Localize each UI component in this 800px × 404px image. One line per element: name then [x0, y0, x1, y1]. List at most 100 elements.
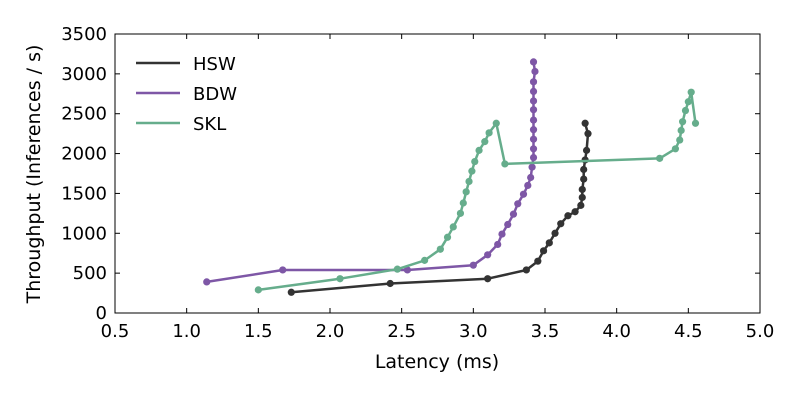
data-point-skl: [691, 119, 700, 127]
data-point-bdw: [529, 153, 538, 162]
x-tick-label: 4.5: [674, 321, 703, 342]
data-point-bdw: [509, 210, 518, 218]
data-point-skl: [684, 98, 692, 106]
data-point-skl: [676, 136, 684, 144]
data-point-bdw: [494, 240, 502, 249]
data-point-hsw: [564, 212, 572, 220]
y-tick-label: 1000: [61, 223, 107, 244]
data-point-skl: [481, 138, 489, 146]
data-point-bdw: [403, 266, 411, 274]
data-point-skl: [421, 256, 429, 264]
data-point-bdw: [519, 190, 528, 198]
data-point-bdw: [529, 116, 538, 124]
data-point-skl: [679, 118, 687, 126]
data-point-bdw: [529, 87, 538, 95]
data-point-hsw: [287, 288, 295, 296]
data-point-skl: [485, 129, 493, 137]
legend: HSW BDW SKL: [136, 54, 237, 135]
series-layer: [203, 58, 700, 296]
data-point-skl: [656, 154, 664, 162]
data-point-hsw: [484, 275, 492, 283]
data-point-skl: [471, 157, 479, 166]
plot-frame: [114, 33, 761, 314]
data-point-hsw: [578, 193, 586, 202]
x-tick-label: 3.5: [531, 321, 560, 342]
x-tick-label: 0.5: [101, 321, 130, 342]
data-point-skl: [443, 233, 452, 241]
x-tick-label: 5.0: [746, 321, 775, 342]
data-point-hsw: [581, 119, 589, 127]
data-point-hsw: [577, 201, 585, 209]
series-line-bdw: [206, 61, 537, 284]
data-point-bdw: [529, 126, 538, 134]
data-point-bdw: [527, 173, 535, 182]
series-skl: [254, 88, 700, 294]
data-point-hsw: [534, 257, 542, 265]
data-point-skl: [436, 245, 444, 253]
data-point-bdw: [529, 106, 538, 114]
x-tick-label: 2.0: [316, 321, 345, 342]
data-point-bdw: [529, 97, 538, 105]
data-point-hsw: [539, 247, 548, 255]
data-point-hsw: [584, 130, 592, 138]
data-point-bdw: [504, 220, 512, 229]
data-point-hsw: [571, 208, 579, 216]
data-point-hsw: [557, 220, 565, 228]
data-point-skl: [492, 119, 500, 127]
data-point-skl: [456, 209, 465, 217]
data-point-skl: [475, 146, 483, 154]
series-bdw: [203, 58, 539, 286]
data-point-hsw: [522, 266, 530, 274]
y-tick-label: 3000: [61, 64, 107, 85]
data-point-bdw: [514, 200, 522, 208]
x-tick-label: 2.5: [387, 321, 416, 342]
data-point-hsw: [582, 146, 591, 154]
data-point-bdw: [524, 181, 532, 190]
data-point-skl: [677, 126, 685, 135]
data-point-hsw: [580, 175, 588, 183]
data-point-bdw: [528, 163, 536, 171]
y-tick-label: 2000: [61, 144, 107, 165]
data-point-bdw: [484, 251, 492, 259]
series-line-skl: [258, 90, 697, 292]
x-tick-label: 3.0: [459, 321, 488, 342]
data-point-skl: [336, 275, 344, 283]
y-tick-label: 3500: [61, 24, 107, 45]
data-point-skl: [687, 88, 695, 96]
x-tick-label: 1.5: [244, 321, 273, 342]
data-point-bdw: [531, 67, 539, 76]
data-point-bdw: [529, 78, 538, 86]
x-tick-label: 4.0: [602, 321, 631, 342]
data-point-hsw: [551, 229, 559, 237]
data-point-bdw: [529, 58, 538, 66]
data-point-bdw: [498, 230, 506, 238]
data-point-skl: [393, 265, 401, 273]
ticks-layer: 0.5 1.0 1.5 2.0 2.5 3.0 3.5 4.0 4.5 5.0 0 500 1000 15…: [61, 24, 774, 342]
x-tick-label: 1.0: [172, 321, 201, 342]
data-point-hsw: [386, 279, 394, 288]
data-point-skl: [465, 177, 473, 186]
data-point-skl: [671, 145, 680, 153]
data-point-skl: [254, 286, 262, 294]
data-point-hsw: [578, 185, 586, 194]
y-tick-label: 500: [73, 263, 107, 284]
legend-label-skl: SKL: [193, 114, 226, 135]
data-point-bdw: [469, 261, 477, 269]
data-point-bdw: [529, 135, 538, 143]
data-point-skl: [681, 106, 690, 115]
data-point-skl: [501, 160, 509, 168]
y-tick-label: 0: [96, 303, 107, 324]
y-axis-label: Throughput (Inferences / s): [23, 45, 45, 305]
data-point-hsw: [545, 239, 553, 247]
data-point-skl: [468, 167, 476, 175]
y-tick-label: 1500: [61, 183, 107, 204]
data-point-skl: [449, 223, 457, 231]
y-tick-label: 2500: [61, 104, 107, 125]
legend-label-bdw: BDW: [193, 84, 237, 105]
data-point-bdw: [203, 278, 211, 286]
data-point-hsw: [580, 165, 588, 174]
data-point-skl: [459, 199, 467, 207]
legend-label-hsw: HSW: [193, 54, 236, 75]
